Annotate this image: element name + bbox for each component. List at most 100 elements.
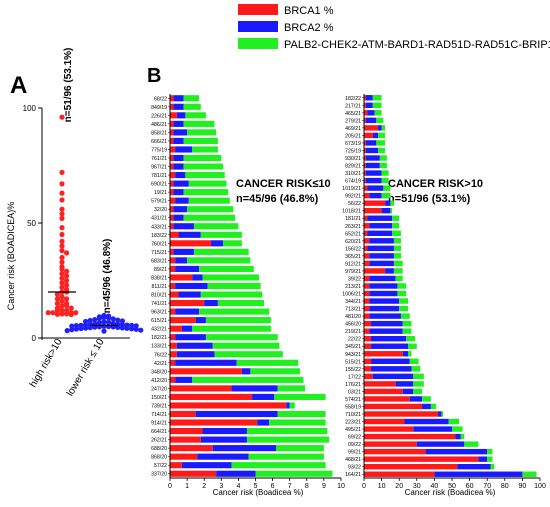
panel-letter-b: B (147, 65, 161, 87)
bar-chart-high-risk-bar-segment (365, 102, 373, 109)
bar-chart-high-risk-bar-segment (395, 381, 414, 387)
scatter-point (50, 310, 56, 316)
bar-chart-high-risk-bar-segment (364, 343, 372, 349)
bar-chart-high-risk-bar-segment (413, 381, 424, 387)
scatter-point (101, 314, 107, 320)
bar-chart-low-risk-x-tick-label: 5 (254, 483, 258, 490)
scatter-y-tick-label: 50 (27, 219, 36, 228)
bar-chart-low-risk-bar-segment (170, 410, 196, 418)
bar-chart-low-risk-bar-segment (277, 385, 306, 392)
bar-chart-high-risk-bar-segment (372, 95, 382, 101)
bar-chart-high-risk-category-label: 930/21 (345, 156, 361, 162)
bar-chart-high-risk-category-label: 365/21 (345, 254, 361, 260)
bar-chart-high-risk-category-label: 1006/21 (342, 292, 361, 298)
bar-chart-high-risk-bar-segment (364, 373, 373, 380)
bar-chart-high-risk-bar-segment (383, 185, 391, 191)
bar-chart-high-risk-bar-segment (364, 396, 410, 402)
bar-chart-high-risk-x-tick-label: 30 (413, 483, 421, 490)
scatter-point (64, 311, 70, 317)
legend-swatch-brca2 (238, 21, 278, 32)
bar-chart-low-risk-category-label: 32/20 (154, 207, 167, 213)
bar-chart-high-risk-bar-segment (364, 328, 370, 334)
bar-chart-high-risk-bar-segment (400, 313, 410, 319)
bar-chart-high-risk-category-label: 713/21 (345, 307, 361, 313)
scatter-point (59, 311, 65, 317)
bar-chart-low-risk-bar-segment (170, 231, 179, 238)
bar-chart-low-risk-bar-segment (170, 189, 174, 196)
bar-chart-high-risk-bar-segment (406, 335, 416, 342)
bar-chart-high-risk-bar-segment (364, 110, 368, 116)
bar-chart-low-risk-bar-segment (231, 462, 326, 469)
bar-chart-high-risk-bar-segment (369, 298, 400, 304)
bar-chart-high-risk-bar-segment (441, 411, 444, 417)
bar-chart-high-risk-bar-segment (364, 471, 435, 477)
bar-chart-high-risk-category-label: 620/21 (345, 239, 361, 245)
bar-chart-high-risk-bar-segment (478, 456, 488, 462)
bar-chart-low-risk-category-label: 76/22 (154, 352, 167, 358)
bar-chart-low-risk-bar-segment (176, 112, 186, 119)
scatter-point (101, 328, 107, 334)
bar-chart-high-risk-bar-segment (364, 433, 456, 440)
bar-chart-low-risk-category-label: 182/21 (151, 335, 167, 341)
bar-chart-high-risk-category-label: 725/19 (345, 148, 361, 154)
bar-chart-high-risk-category-label: 992/21 (345, 194, 361, 200)
bar-chart-high-risk-bar-segment (364, 102, 366, 109)
bar-chart-high-risk-x-tick-label: 80 (501, 483, 509, 490)
bar-chart-high-risk-category-label: 156/22 (345, 246, 361, 252)
bar-chart-high-risk-bar-segment (392, 215, 400, 221)
bar-chart-high-risk-bar-segment (393, 260, 403, 267)
scatter-point (64, 296, 70, 302)
scatter-point (64, 303, 70, 309)
bar-chart-low-risk-category-label: 183/22 (151, 233, 167, 239)
bar-chart-low-risk-bar-segment (200, 291, 263, 298)
bar-chart-low-risk-bar-segment (193, 223, 239, 230)
bar-chart-high-risk-category-label: 223/21 (345, 420, 361, 426)
bar-chart-low-risk-x-tick-label: 8 (305, 483, 309, 490)
scatter-point (119, 325, 125, 331)
bar-chart-high-risk-bar-segment (381, 125, 386, 131)
bar-chart-high-risk-bar-segment (408, 343, 417, 349)
scatter-point (69, 323, 75, 329)
bar-chart-high-risk-bar-segment (364, 238, 370, 244)
bar-chart-low-risk-bar-segment (212, 445, 277, 452)
bar-chart-high-risk-category-label: 558/19 (345, 404, 361, 410)
bar-chart-high-risk-bar-segment (364, 140, 366, 146)
bar-chart-high-risk-bar-segment (371, 335, 407, 342)
bar-chart-high-risk-bar-segment (364, 388, 403, 395)
bar-chart-high-risk-bar-segment (364, 448, 426, 455)
bar-chart-high-risk-bar-segment (364, 155, 366, 161)
bar-chart-low-risk-category-label: 42/21 (154, 361, 167, 367)
bar-chart-high-risk-bar-segment (364, 185, 368, 191)
bar-chart-high-risk-bar-segment (393, 238, 401, 244)
bar-chart-low-risk-bar-segment (183, 120, 215, 127)
bar-chart-low-risk-bar-segment (192, 146, 218, 153)
bar-chart-high-risk-bar-segment (376, 117, 384, 124)
bar-chart-high-risk-category-label: 710/21 (345, 412, 361, 418)
bar-chart-low-risk-bar-segment (170, 334, 176, 341)
scatter-chart: Cancer risk (BOADICEA)% n=51/96 (53.1%) … (6, 48, 144, 398)
bar-chart-high-risk-bar-segment (413, 426, 452, 432)
bar-chart-low-risk-category-label: 858/21 (151, 130, 167, 136)
legend-label-other-genes: PALB2-CHEK2-ATM-BARD1-RAD51D-RAD51C-BRIP… (284, 39, 550, 51)
bar-chart-high-risk-title: CANCER RISK>10 (388, 178, 483, 190)
bar-chart-low-risk-bar-segment (185, 112, 206, 119)
bar-chart-low-risk-bar-segment (170, 445, 213, 452)
scatter-point (101, 319, 107, 325)
bar-chart-high-risk-bar-segment (364, 260, 370, 267)
bar-chart-low-risk-bar-segment (170, 206, 174, 213)
scatter-group-label-low: n=45/96 (46.8%) (102, 239, 113, 314)
bar-chart-high-risk-category-label: 205/21 (345, 133, 361, 139)
bar-chart-high-risk-bar-segment (369, 253, 394, 259)
bar-chart-high-risk-category-label: 574/21 (345, 397, 361, 403)
bar-chart-high-risk-bar-segment (364, 192, 370, 199)
bar-chart-high-risk-bar-segment (364, 358, 372, 365)
bar-chart-low-risk-bar-segment (205, 334, 278, 341)
bar-chart-high-risk-category-label: 943/21 (345, 352, 361, 358)
bar-chart-high-risk-category-label: 213/21 (345, 284, 361, 290)
bar-chart-low-risk-bar-segment (181, 462, 232, 469)
scatter-point (54, 307, 61, 313)
bar-chart-low-risk-bar-segment (175, 282, 208, 290)
bar-chart-low-risk-bar-segment (277, 410, 326, 418)
bar-chart-low-risk-bar-segment (170, 103, 174, 110)
bar-chart-high-risk-bar-segment (416, 441, 465, 447)
